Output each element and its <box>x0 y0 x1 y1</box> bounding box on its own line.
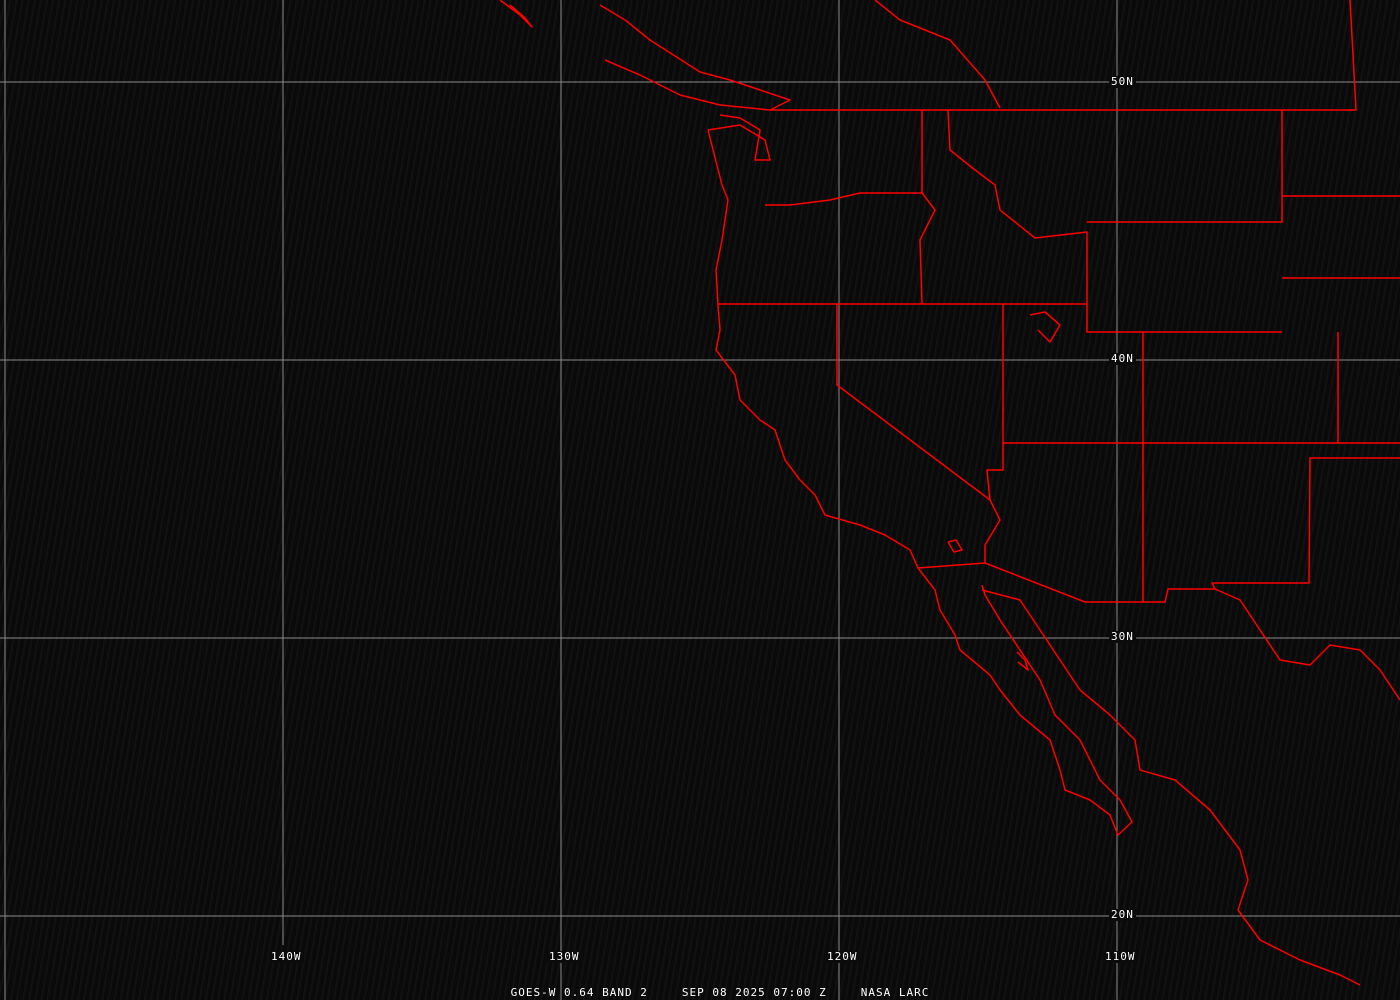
salton-sea <box>947 539 963 553</box>
coastline-us-baja <box>707 129 1133 836</box>
lat-label-50n: 50N <box>1109 75 1136 88</box>
ca-nv-border <box>836 304 1004 501</box>
wyoming <box>1087 110 1283 223</box>
lon-label-120w: 120W <box>825 950 860 963</box>
puget-sound <box>707 114 771 161</box>
idaho-montana <box>947 109 1282 333</box>
lon-label-130w: 130W <box>547 950 582 963</box>
wa-or-border <box>765 192 936 305</box>
coastline-mexico <box>981 589 1361 986</box>
great-salt-lake <box>1029 311 1061 343</box>
coastline-bc <box>599 4 791 111</box>
vancouver-island <box>499 0 533 28</box>
canada-border <box>770 0 1357 111</box>
lon-label-110w: 110W <box>1103 950 1138 963</box>
boundaries <box>499 0 1400 986</box>
caption-datetime: SEP 08 2025 07:00 Z <box>681 986 827 999</box>
lat-label-20n: 20N <box>1109 908 1136 921</box>
mexico-coast-east <box>1214 588 1400 701</box>
lat-label-30n: 30N <box>1109 630 1136 643</box>
canada-coast-north <box>874 0 1001 109</box>
az-west <box>984 499 1001 563</box>
tiburon-island <box>1016 651 1029 671</box>
lon-label-140w: 140W <box>269 950 304 963</box>
caption-satellite: GOES-W 0.64 BAND 2 <box>510 986 648 999</box>
lat-label-40n: 40N <box>1109 352 1136 365</box>
us-mexico-border <box>917 457 1400 603</box>
caption-source: NASA LARC <box>860 986 930 999</box>
image-caption: GOES-W 0.64 BAND 2 SEP 08 2025 07:00 Z NAS… <box>0 986 1400 999</box>
